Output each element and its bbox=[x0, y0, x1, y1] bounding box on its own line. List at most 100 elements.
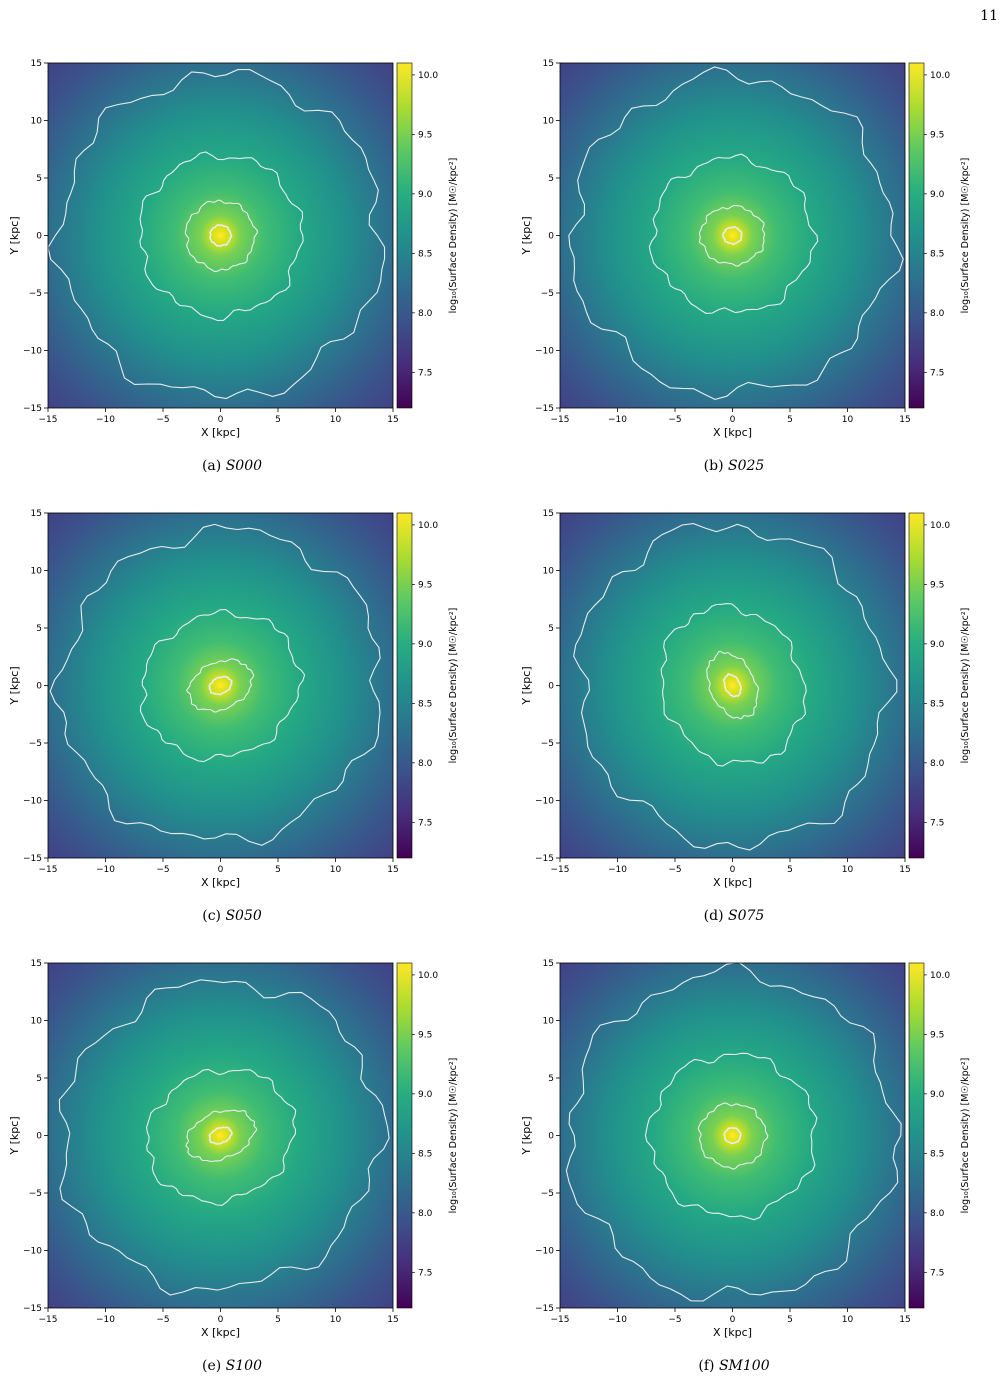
colorbar-tick-label: 8.0 bbox=[930, 1209, 945, 1219]
x-tick-label: 5 bbox=[275, 865, 281, 875]
colorbar-tick-label: 8.0 bbox=[418, 759, 433, 769]
contour-line bbox=[644, 1052, 818, 1221]
density-peak bbox=[217, 233, 224, 238]
x-axis-label: X [kpc] bbox=[713, 1326, 752, 1339]
y-tick-label: 10 bbox=[31, 1017, 43, 1027]
colorbar-label: log₁₀(Surface Density) [M☉/kpc²] bbox=[960, 1058, 971, 1214]
x-tick-label: 15 bbox=[899, 1315, 910, 1325]
y-tick-label: 10 bbox=[543, 1017, 555, 1027]
caption-a: (a) S000 bbox=[22, 458, 442, 474]
y-tick-label: −10 bbox=[535, 1247, 554, 1257]
colorbar-tick-label: 10.0 bbox=[930, 521, 950, 531]
x-tick-label: −5 bbox=[156, 415, 169, 425]
contour-line bbox=[49, 523, 381, 846]
caption-label: (b) bbox=[703, 458, 724, 474]
density-peak bbox=[729, 1133, 736, 1138]
colorbar-tick-label: 7.5 bbox=[930, 818, 944, 828]
x-tick-label: 10 bbox=[842, 415, 854, 425]
contour-line bbox=[565, 963, 902, 1302]
x-tick-label: −10 bbox=[96, 415, 115, 425]
colorbar-tick-label: 9.5 bbox=[930, 1030, 944, 1040]
x-tick-label: −15 bbox=[551, 865, 570, 875]
y-tick-label: 0 bbox=[36, 1132, 42, 1142]
x-axis-label: X [kpc] bbox=[713, 876, 752, 889]
y-tick-label: 0 bbox=[548, 682, 554, 692]
y-tick-label: 15 bbox=[31, 509, 42, 519]
contour-line bbox=[186, 658, 255, 713]
x-tick-label: 0 bbox=[218, 415, 224, 425]
caption-id: S025 bbox=[728, 458, 765, 474]
x-tick-label: 15 bbox=[899, 415, 910, 425]
y-tick-label: −10 bbox=[23, 1247, 42, 1257]
colorbar-tick-label: 9.0 bbox=[418, 1090, 433, 1100]
x-axis-label: X [kpc] bbox=[713, 426, 752, 439]
y-axis-label: Y [kpc] bbox=[8, 1116, 21, 1155]
colorbar bbox=[396, 962, 413, 1309]
colorbar-tick-label: 9.5 bbox=[418, 580, 432, 590]
colorbar-label: log₁₀(Surface Density) [M☉/kpc²] bbox=[448, 608, 459, 764]
caption-b: (b) S025 bbox=[524, 458, 944, 474]
y-tick-label: −15 bbox=[535, 1304, 554, 1314]
x-tick-label: 5 bbox=[275, 415, 281, 425]
caption-c: (c) S050 bbox=[22, 908, 442, 924]
y-tick-label: −10 bbox=[535, 797, 554, 807]
colorbar-tick-label: 10.0 bbox=[418, 71, 438, 81]
contour-line bbox=[723, 1127, 742, 1145]
y-tick-label: −5 bbox=[29, 289, 42, 299]
y-tick-label: −10 bbox=[23, 797, 42, 807]
x-tick-label: −15 bbox=[551, 1315, 570, 1325]
x-tick-label: −5 bbox=[668, 415, 681, 425]
contour-line bbox=[648, 153, 819, 314]
colorbar-label: log₁₀(Surface Density) [M☉/kpc²] bbox=[960, 158, 971, 314]
caption-e: (e) S100 bbox=[22, 1358, 442, 1374]
y-tick-label: 5 bbox=[548, 174, 554, 184]
caption-label: (d) bbox=[703, 908, 724, 924]
colorbar-tick-label: 8.5 bbox=[930, 249, 944, 259]
x-tick-label: 10 bbox=[330, 415, 342, 425]
contour-line bbox=[573, 523, 898, 851]
caption-label: (f) bbox=[698, 1358, 715, 1374]
colorbar-tick-label: 10.0 bbox=[930, 71, 950, 81]
contour-line bbox=[208, 1126, 233, 1145]
colorbar-tick-label: 8.5 bbox=[930, 699, 944, 709]
x-tick-label: −15 bbox=[39, 415, 58, 425]
caption-id: S075 bbox=[728, 908, 765, 924]
panel-s050: −15 −10 −5 0 5 10 15 15 10 5 0 −5 −10 −15 X [kpc] Y [kp… bbox=[0, 500, 470, 940]
y-tick-label: 5 bbox=[36, 1074, 42, 1084]
y-tick-label: 5 bbox=[548, 1074, 554, 1084]
panel-s025: −15 −10 −5 0 5 10 15 15 10 5 0 −5 −10 −15 X [kpc] Y [kp… bbox=[512, 50, 982, 490]
colorbar-tick-label: 8.5 bbox=[930, 1149, 944, 1159]
x-tick-label: 5 bbox=[787, 1315, 793, 1325]
colorbar bbox=[396, 512, 413, 859]
x-tick-label: −10 bbox=[608, 415, 627, 425]
y-tick-label: 15 bbox=[543, 59, 554, 69]
colorbar-tick-label: 7.5 bbox=[930, 1268, 944, 1278]
x-tick-label: −5 bbox=[668, 1315, 681, 1325]
x-tick-label: 5 bbox=[275, 1315, 281, 1325]
colorbar-tick-label: 9.0 bbox=[930, 190, 945, 200]
colorbar-tick-label: 9.5 bbox=[418, 1030, 432, 1040]
y-tick-label: 10 bbox=[31, 117, 43, 127]
panel-sm100: −15 −10 −5 0 5 10 15 15 10 5 0 −5 −10 −15 X [kpc] Y [kp… bbox=[512, 950, 982, 1390]
caption-f: (f) SM100 bbox=[524, 1358, 944, 1374]
y-tick-label: 5 bbox=[36, 174, 42, 184]
colorbar bbox=[396, 62, 413, 409]
contour-line bbox=[48, 69, 386, 400]
x-axis-label: X [kpc] bbox=[201, 1326, 240, 1339]
y-tick-label: −5 bbox=[29, 739, 42, 749]
caption-d: (d) S075 bbox=[524, 908, 944, 924]
colorbar-tick-label: 8.0 bbox=[418, 1209, 433, 1219]
x-tick-label: 15 bbox=[387, 865, 398, 875]
y-tick-label: 15 bbox=[543, 959, 554, 969]
y-tick-label: −5 bbox=[29, 1189, 42, 1199]
caption-id: S050 bbox=[225, 908, 262, 924]
colorbar-tick-label: 10.0 bbox=[930, 971, 950, 981]
colorbar-tick-label: 8.5 bbox=[418, 249, 432, 259]
x-axis-label: X [kpc] bbox=[201, 426, 240, 439]
y-axis-label: Y [kpc] bbox=[8, 216, 21, 255]
colorbar-tick-label: 9.5 bbox=[930, 580, 944, 590]
x-tick-label: −10 bbox=[96, 865, 115, 875]
y-tick-label: 0 bbox=[548, 1132, 554, 1142]
panel-s000: −15 −10 −5 0 5 10 15 15 10 5 0 −5 −10 −15 X [kpc] Y [kp… bbox=[0, 50, 470, 490]
x-tick-label: 5 bbox=[787, 865, 793, 875]
